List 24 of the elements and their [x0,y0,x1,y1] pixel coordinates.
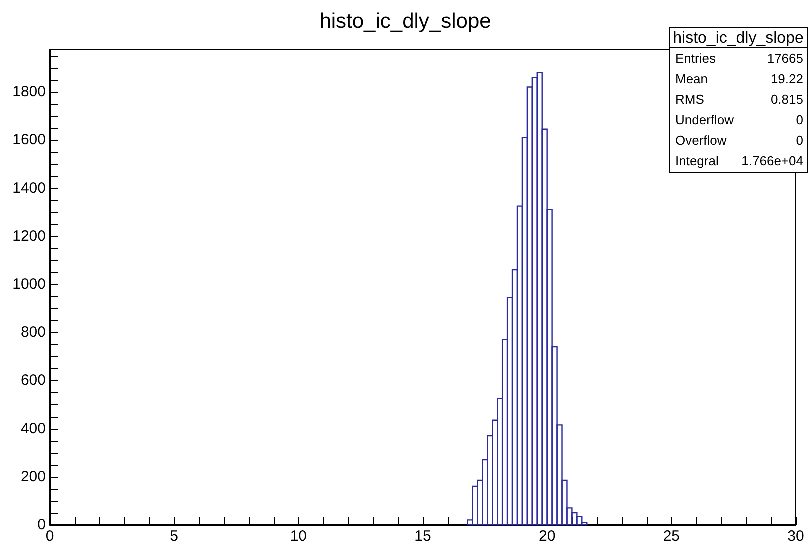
y-tick-label: 1400 [12,180,46,197]
x-tick-label: 10 [290,528,308,545]
x-tick-label: 20 [538,528,556,545]
y-tick-label: 800 [20,324,46,342]
text: Entries 17665 [676,51,804,66]
x-tick-label: 15 [414,528,432,545]
x-tick-label: 5 [170,528,179,545]
y-tick-label: 200 [20,468,46,486]
text: Overflow 0 [676,133,804,148]
y-tick-label: 1600 [12,132,46,149]
y-tick-label: 400 [20,420,46,438]
x-tick-label: 30 [788,528,804,545]
text: Mean 19.22 [676,72,804,86]
text: RMS 0.815 [676,92,804,107]
y-tick-label: 1800 [12,84,46,101]
text: Integral 1.766e+04 [676,154,804,168]
y-tick-label: 1200 [12,228,46,245]
y-tick-label: 1000 [12,276,46,293]
x-tick-label: 25 [663,528,680,545]
text: histo_ic_dly_slope [673,30,804,47]
y-tick-label: 0 [38,516,46,534]
y-tick-label: 600 [20,372,46,390]
chart-title: histo_ic_dly_slope [320,10,492,33]
text: Underflow 0 [676,112,804,128]
